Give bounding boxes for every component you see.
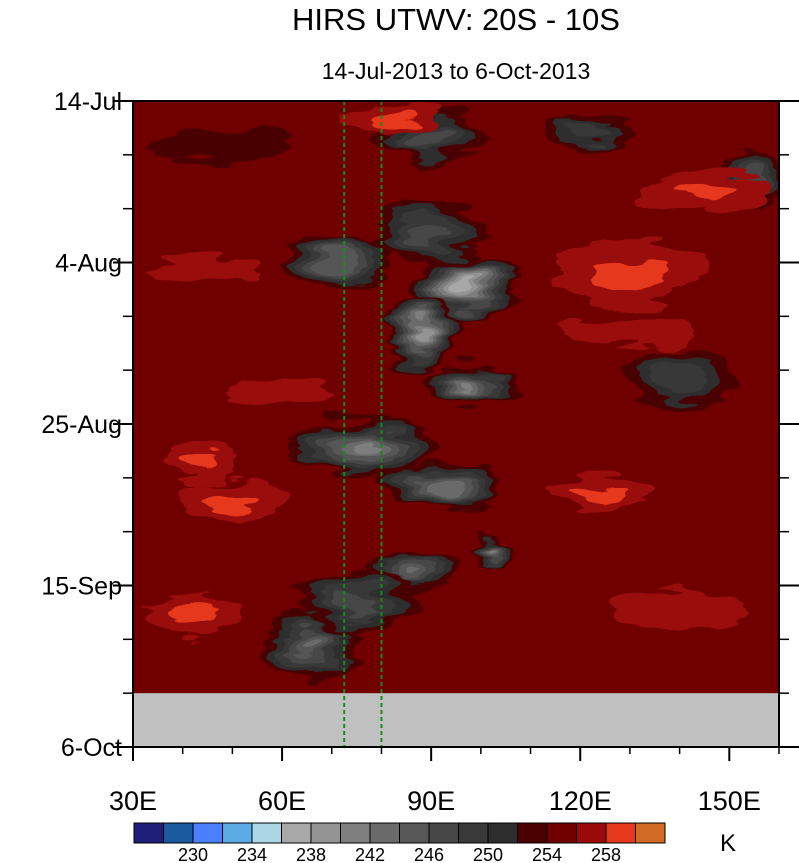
contour-feature bbox=[487, 552, 495, 557]
y-axis: 14-Jul 4-Aug 25-Aug 15-Sep 6-Oct bbox=[41, 88, 799, 762]
contour-feature bbox=[147, 254, 268, 286]
colorbar-swatch bbox=[369, 822, 400, 844]
contour-feature bbox=[419, 225, 444, 238]
colorbar-swatch bbox=[428, 822, 459, 844]
colorbar-tick-label: 238 bbox=[296, 845, 326, 863]
x-tick-label: 30E bbox=[109, 786, 157, 816]
missing-data-region bbox=[133, 693, 779, 747]
contour-feature bbox=[344, 594, 369, 608]
colorbar-tick-label: 246 bbox=[414, 845, 444, 863]
y-tick-label: 4-Aug bbox=[55, 250, 122, 278]
colorbar: 230 234 238 242 246 250 254 258 bbox=[133, 822, 666, 863]
colorbar-swatch bbox=[487, 822, 518, 844]
colorbar-tick-label: 230 bbox=[178, 845, 208, 863]
contour-feature bbox=[351, 442, 372, 452]
colorbar-swatch bbox=[458, 822, 489, 844]
contour-feature bbox=[463, 382, 479, 389]
colorbar-swatch bbox=[192, 822, 223, 844]
contour-feature bbox=[590, 254, 670, 286]
colorbar-tick-label: 234 bbox=[237, 845, 267, 863]
contour-feature bbox=[419, 134, 444, 145]
colorbar-swatch bbox=[163, 822, 194, 844]
contour-feature bbox=[333, 257, 350, 268]
plot-area bbox=[133, 101, 779, 747]
colorbar-swatch bbox=[576, 822, 607, 844]
y-tick-label: 25-Aug bbox=[41, 411, 122, 439]
colorbar-swatch bbox=[133, 822, 164, 844]
x-tick-label: 90E bbox=[407, 786, 455, 816]
colorbar-unit-label: K bbox=[720, 830, 736, 857]
colorbar-tick-label: 254 bbox=[532, 845, 562, 863]
contour-feature bbox=[232, 377, 332, 409]
colorbar-swatch bbox=[222, 822, 253, 844]
contour-feature bbox=[180, 452, 215, 473]
contour-feature bbox=[610, 585, 750, 632]
colorbar-swatch bbox=[399, 822, 430, 844]
y-tick-label: 14-Jul bbox=[54, 88, 122, 116]
colorbar-tick-label: 242 bbox=[355, 845, 385, 863]
colorbar-swatch bbox=[546, 822, 577, 844]
contour-feature bbox=[303, 641, 321, 653]
colorbar-swatch bbox=[635, 822, 666, 844]
contour-feature bbox=[182, 139, 253, 155]
x-tick-label: 150E bbox=[698, 786, 761, 816]
contour-field bbox=[147, 101, 779, 678]
x-axis: 30E 60E 90E 120E 150E bbox=[109, 747, 780, 816]
contour-feature bbox=[207, 489, 258, 513]
colorbar-swatch bbox=[251, 822, 282, 844]
colorbar-swatch bbox=[310, 822, 341, 844]
contour-feature bbox=[366, 108, 417, 125]
x-tick-label: 120E bbox=[549, 786, 612, 816]
contour-feature bbox=[580, 485, 630, 501]
colorbar-swatch bbox=[517, 822, 548, 844]
contour-feature bbox=[672, 183, 737, 203]
x-tick-label: 60E bbox=[258, 786, 306, 816]
contour-feature bbox=[560, 316, 700, 348]
contour-feature bbox=[577, 127, 603, 136]
reference-lines bbox=[343, 101, 383, 747]
y-tick-label: 15-Sep bbox=[41, 573, 122, 601]
chart-subtitle: 14-Jul-2013 to 6-Oct-2013 bbox=[322, 58, 591, 84]
contour-feature bbox=[170, 606, 215, 626]
colorbar-tick-label: 258 bbox=[591, 845, 621, 863]
colorbar-swatch bbox=[281, 822, 312, 844]
contour-feature bbox=[417, 327, 426, 336]
colorbar-swatch bbox=[340, 822, 371, 844]
contour-feature bbox=[664, 370, 695, 386]
colorbar-tick-label: 250 bbox=[473, 845, 503, 863]
contour-feature bbox=[460, 282, 471, 290]
contour-feature bbox=[432, 482, 450, 489]
y-tick-label: 6-Oct bbox=[61, 734, 122, 762]
contour-feature bbox=[398, 566, 415, 574]
colorbar-swatch bbox=[605, 822, 636, 844]
chart-title: HIRS UTWV: 20S - 10S bbox=[292, 2, 620, 37]
